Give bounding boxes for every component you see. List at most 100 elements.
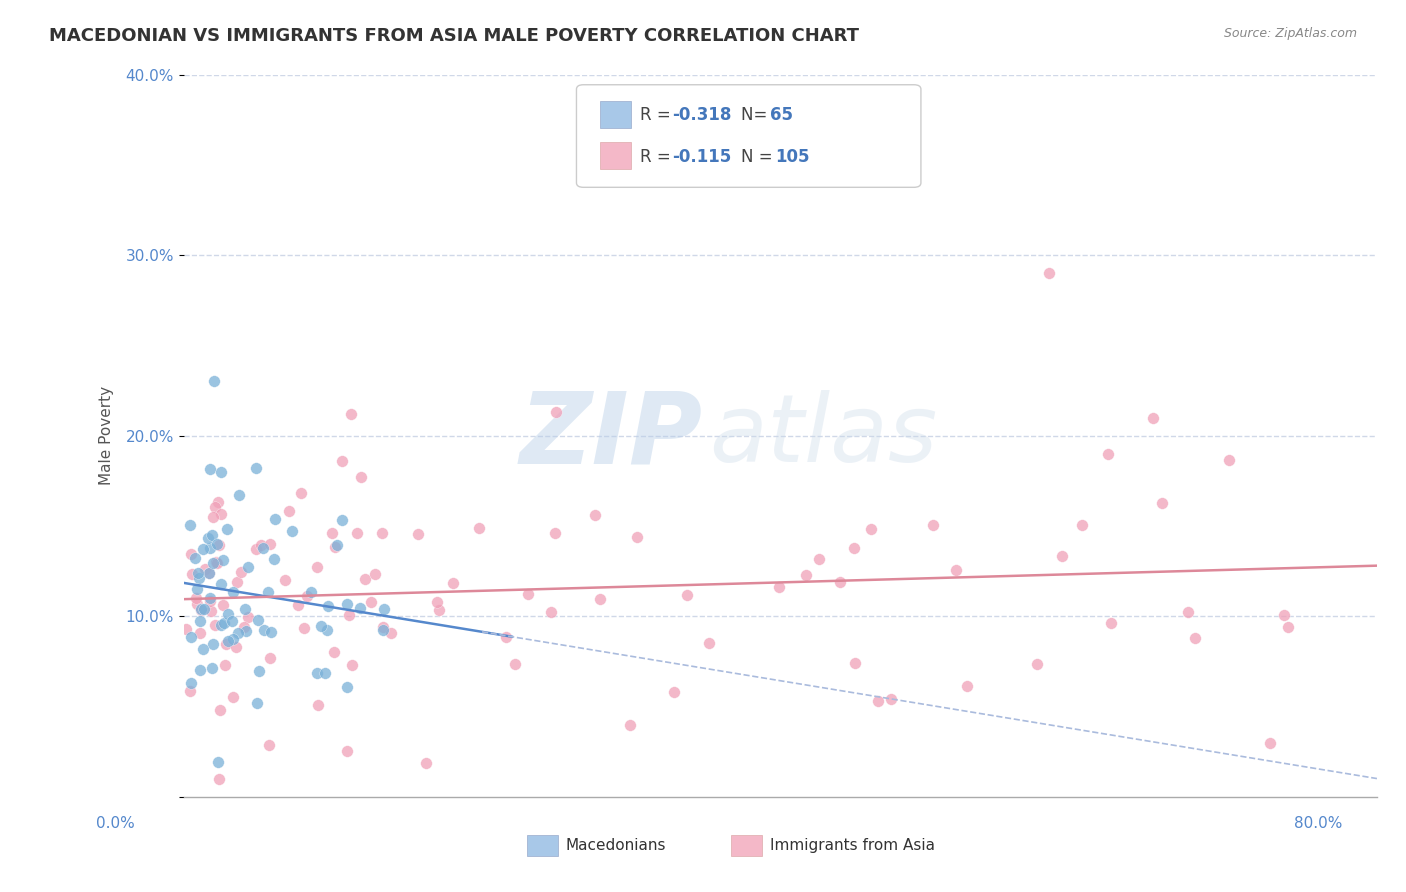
Point bbox=[441, 576, 464, 591]
Point bbox=[194, 562, 217, 576]
Point bbox=[257, 585, 280, 599]
Point bbox=[495, 630, 517, 644]
Point bbox=[768, 580, 790, 594]
Point bbox=[626, 530, 648, 544]
Point bbox=[259, 650, 281, 665]
Point bbox=[307, 560, 329, 574]
Point bbox=[325, 540, 347, 554]
Point bbox=[675, 588, 697, 602]
Point bbox=[426, 595, 449, 609]
Point bbox=[259, 537, 281, 551]
Point bbox=[198, 541, 221, 555]
Point bbox=[350, 469, 373, 483]
Point bbox=[204, 618, 226, 632]
Point bbox=[1218, 453, 1240, 467]
Point bbox=[179, 518, 201, 533]
Point bbox=[193, 641, 215, 656]
Text: MACEDONIAN VS IMMIGRANTS FROM ASIA MALE POVERTY CORRELATION CHART: MACEDONIAN VS IMMIGRANTS FROM ASIA MALE … bbox=[49, 27, 859, 45]
Point bbox=[198, 461, 221, 475]
Point bbox=[212, 553, 235, 567]
Point bbox=[235, 624, 257, 638]
Point bbox=[222, 690, 245, 705]
Point bbox=[295, 589, 318, 603]
Point bbox=[190, 603, 212, 617]
Point bbox=[544, 405, 567, 419]
Point bbox=[198, 566, 221, 580]
Point bbox=[201, 528, 224, 542]
Point bbox=[287, 598, 309, 612]
Point bbox=[207, 495, 229, 509]
Point bbox=[307, 698, 329, 712]
Point bbox=[340, 408, 363, 422]
Point bbox=[844, 541, 866, 555]
Point bbox=[1272, 607, 1295, 622]
Point bbox=[229, 565, 252, 579]
Point bbox=[370, 525, 392, 540]
Point bbox=[208, 703, 231, 717]
Point bbox=[214, 657, 236, 672]
Point bbox=[540, 605, 562, 619]
Point bbox=[1038, 266, 1060, 280]
Point bbox=[866, 694, 889, 708]
Point bbox=[238, 559, 260, 574]
Point bbox=[257, 738, 280, 752]
Point bbox=[246, 696, 269, 710]
Point bbox=[252, 541, 274, 555]
Point bbox=[208, 538, 231, 552]
Point bbox=[921, 518, 943, 533]
Text: 65: 65 bbox=[770, 106, 793, 124]
Text: -0.115: -0.115 bbox=[672, 148, 731, 166]
Point bbox=[1099, 615, 1122, 630]
Point bbox=[217, 634, 239, 648]
Point bbox=[330, 513, 353, 527]
Point bbox=[183, 551, 205, 566]
Point bbox=[233, 620, 256, 634]
Text: 80.0%: 80.0% bbox=[1295, 816, 1343, 830]
Point bbox=[187, 566, 209, 580]
Point bbox=[346, 525, 368, 540]
Point bbox=[337, 608, 360, 623]
Point bbox=[880, 692, 903, 706]
Point bbox=[205, 537, 228, 551]
Point bbox=[859, 522, 882, 536]
Point bbox=[207, 772, 229, 786]
Point bbox=[380, 625, 402, 640]
Point bbox=[184, 591, 207, 605]
Point bbox=[198, 591, 221, 605]
Point bbox=[589, 592, 612, 607]
Point bbox=[226, 625, 249, 640]
Point bbox=[201, 637, 224, 651]
Point bbox=[187, 571, 209, 585]
Point bbox=[290, 486, 312, 500]
Point bbox=[583, 508, 606, 522]
Point bbox=[373, 602, 395, 616]
Point bbox=[186, 582, 208, 596]
Point bbox=[215, 636, 238, 650]
Point bbox=[228, 487, 250, 501]
Point bbox=[209, 507, 232, 521]
Point bbox=[222, 585, 245, 599]
Point bbox=[186, 597, 208, 611]
Point bbox=[415, 756, 437, 770]
Text: Immigrants from Asia: Immigrants from Asia bbox=[770, 838, 935, 853]
Point bbox=[336, 681, 359, 695]
Point bbox=[204, 500, 226, 515]
Point bbox=[247, 613, 270, 627]
Text: 0.0%: 0.0% bbox=[96, 816, 135, 830]
Point bbox=[197, 531, 219, 545]
Point bbox=[314, 666, 336, 681]
Point bbox=[180, 675, 202, 690]
Point bbox=[360, 595, 382, 609]
Point bbox=[305, 665, 328, 680]
Point bbox=[273, 573, 295, 587]
Point bbox=[217, 607, 239, 622]
Point bbox=[202, 510, 225, 524]
Point bbox=[205, 556, 228, 570]
Point bbox=[697, 636, 720, 650]
Point bbox=[336, 597, 359, 611]
Point bbox=[1050, 549, 1073, 563]
Point bbox=[222, 632, 245, 647]
Point bbox=[236, 610, 259, 624]
Point bbox=[180, 630, 202, 644]
Text: Source: ZipAtlas.com: Source: ZipAtlas.com bbox=[1223, 27, 1357, 40]
